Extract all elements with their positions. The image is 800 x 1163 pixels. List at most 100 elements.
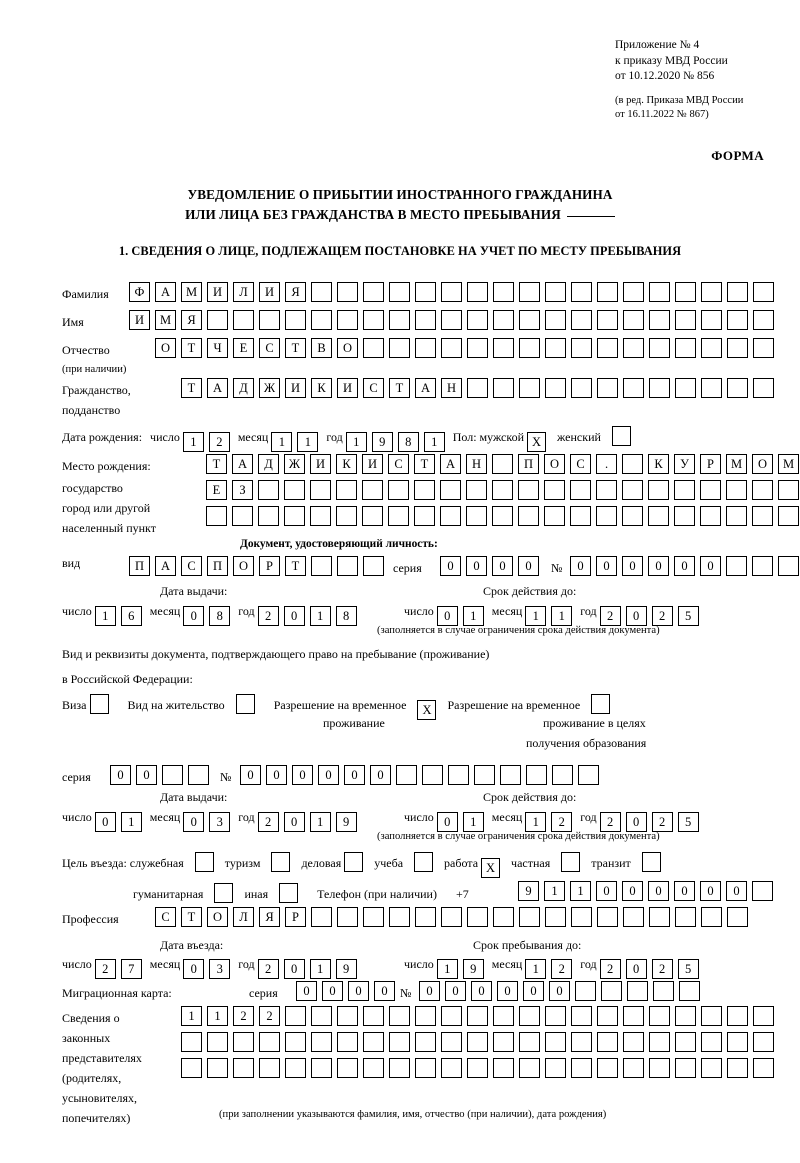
legal-rep-line3-boxes[interactable] [181,1058,774,1078]
phone-cell-5[interactable]: 0 [648,881,669,901]
firstname-cell-23[interactable] [727,310,748,330]
doc-series-cell-0[interactable]: 0 [440,556,461,576]
surname-cell-0[interactable]: Ф [129,282,150,302]
legal-l3-cell-3[interactable] [259,1058,280,1078]
mcard-number-cell-4[interactable]: 0 [523,981,544,1001]
entry-day-d1[interactable]: 2 [94,959,116,979]
legal-l1-cell-7[interactable] [363,1006,384,1026]
phone-cell-1[interactable]: 1 [544,881,565,901]
citizenship-cell-10[interactable]: Н [441,378,462,398]
citizenship-cell-9[interactable]: А [415,378,436,398]
birthplace-l3-cell-22[interactable] [778,506,799,526]
doc-issue-year-d3[interactable]: 1 [309,606,331,626]
doc-number-cell-6[interactable] [726,556,747,576]
firstname-cell-22[interactable] [701,310,722,330]
firstname-cell-9[interactable] [363,310,384,330]
birthplace-l3-cell-18[interactable] [674,506,695,526]
doc-number-cell-1[interactable]: 0 [596,556,617,576]
phone-cell-4[interactable]: 0 [622,881,643,901]
surname-cell-14[interactable] [493,282,514,302]
legal-l1-cell-20[interactable] [701,1006,722,1026]
legal-l3-cell-19[interactable] [675,1058,696,1078]
mcard-number-cell-1[interactable]: 0 [445,981,466,1001]
birthplace-l2-cell-14[interactable] [570,480,591,500]
birthplace-l3-cell-2[interactable] [258,506,279,526]
birthplace-l1-cell-2[interactable]: Д [258,454,279,474]
birthplace-l3-cell-6[interactable] [362,506,383,526]
legal-l1-cell-19[interactable] [675,1006,696,1026]
citizenship-cell-4[interactable]: И [285,378,306,398]
legal-l2-cell-1[interactable] [207,1032,228,1052]
legal-l1-cell-6[interactable] [337,1006,358,1026]
legal-l1-cell-13[interactable] [519,1006,540,1026]
permit-valid-year-d4[interactable]: 5 [677,812,699,832]
birthplace-l1-cell-21[interactable]: О [752,454,773,474]
birthplace-l3-cell-10[interactable] [466,506,487,526]
firstname-cell-19[interactable] [623,310,644,330]
surname-cell-22[interactable] [701,282,722,302]
birthplace-l2-cell-1[interactable]: З [232,480,253,500]
doc-kind-cell-4[interactable]: О [233,556,254,576]
citizenship-cell-19[interactable] [675,378,696,398]
surname-cell-19[interactable] [623,282,644,302]
stay-year-d2[interactable]: 0 [625,959,647,979]
legal-l2-cell-21[interactable] [727,1032,748,1052]
visa-checkbox[interactable] [89,694,109,714]
permit-number-cell-6[interactable] [396,765,417,785]
surname-cell-12[interactable] [441,282,462,302]
doc-number-cell-5[interactable]: 0 [700,556,721,576]
legal-l3-cell-18[interactable] [649,1058,670,1078]
phone-cell-7[interactable]: 0 [700,881,721,901]
legal-l2-cell-22[interactable] [753,1032,774,1052]
surname-cell-3[interactable]: И [207,282,228,302]
permit-number-cell-4[interactable]: 0 [344,765,365,785]
birthplace-l3-cell-12[interactable] [518,506,539,526]
birthplace-l2-cell-20[interactable] [726,480,747,500]
legal-l1-cell-10[interactable] [441,1006,462,1026]
birthplace-l3-cell-15[interactable] [596,506,617,526]
citizenship-cell-17[interactable] [623,378,644,398]
legal-l1-cell-8[interactable] [389,1006,410,1026]
permit-number-cell-9[interactable] [474,765,495,785]
mcard-series-cell-2[interactable]: 0 [348,981,369,1001]
purpose-official-checkbox[interactable] [194,852,214,872]
phone-cell-3[interactable]: 0 [596,881,617,901]
profession-cell-9[interactable] [389,907,410,927]
birthplace-l2-cell-17[interactable] [648,480,669,500]
profession-cell-2[interactable]: О [207,907,228,927]
doc-issue-day-d2[interactable]: 6 [120,606,142,626]
permit-issue-month-d1[interactable]: 0 [183,812,205,832]
residence-permit-checkbox[interactable] [235,694,255,714]
legal-l1-cell-21[interactable] [727,1006,748,1026]
firstname-cell-7[interactable] [311,310,332,330]
citizenship-cell-18[interactable] [649,378,670,398]
birthplace-l1-cell-6[interactable]: И [362,454,383,474]
firstname-cell-3[interactable] [207,310,228,330]
legal-l2-cell-10[interactable] [441,1032,462,1052]
stay-year-d4[interactable]: 5 [677,959,699,979]
doc-issue-month-d2[interactable]: 8 [209,606,231,626]
profession-cell-13[interactable] [493,907,514,927]
profession-cell-15[interactable] [545,907,566,927]
patronymic-cell-9[interactable] [389,338,410,358]
citizenship-cell-20[interactable] [701,378,722,398]
doc-valid-month-d2[interactable]: 1 [551,606,573,626]
permit-series-cell-0[interactable]: 0 [110,765,131,785]
citizenship-cell-0[interactable]: Т [181,378,202,398]
stay-day-d1[interactable]: 1 [436,959,458,979]
legal-l1-cell-4[interactable] [285,1006,306,1026]
permit-number-cell-8[interactable] [448,765,469,785]
doc-kind-cell-2[interactable]: С [181,556,202,576]
birthplace-l1-cell-9[interactable]: А [440,454,461,474]
surname-cell-5[interactable]: И [259,282,280,302]
surname-cell-21[interactable] [675,282,696,302]
legal-l3-cell-5[interactable] [311,1058,332,1078]
mcard-number-cell-0[interactable]: 0 [419,981,440,1001]
legal-l3-cell-12[interactable] [493,1058,514,1078]
birthplace-l3-cell-20[interactable] [726,506,747,526]
